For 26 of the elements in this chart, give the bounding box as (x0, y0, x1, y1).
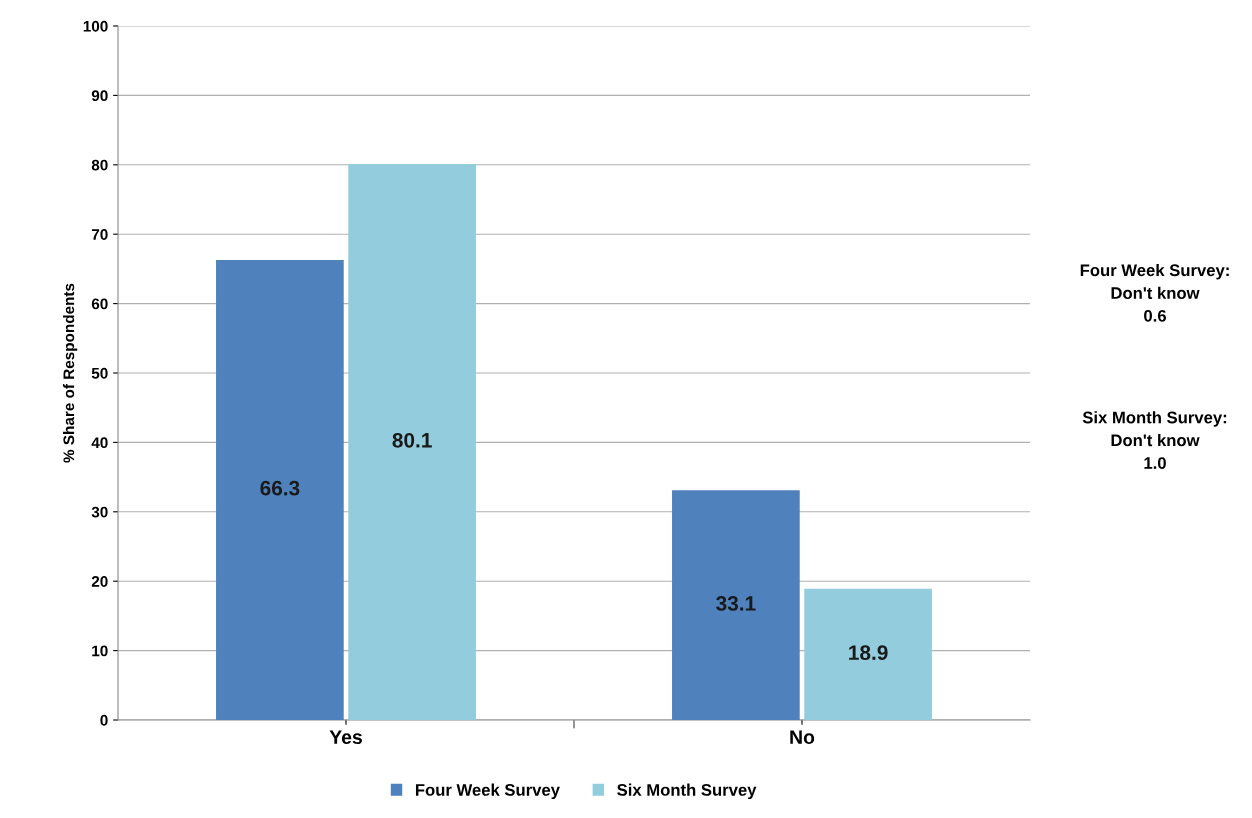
bar (216, 259, 344, 720)
y-tick-label: 50 (91, 367, 108, 379)
y-tick-label: 60 (91, 298, 108, 310)
legend-label: Four Week Survey (415, 783, 560, 800)
text: Four Week Survey: Don't know 0.6 (1080, 263, 1229, 322)
data-label: 66.3 (260, 480, 300, 496)
data-label: 18.9 (849, 645, 888, 661)
y-tick-label: 20 (91, 576, 108, 587)
y-axis-title: % Share of Respondents (62, 283, 78, 463)
data-label: 33.1 (716, 595, 756, 611)
data-label: 80.1 (392, 432, 432, 448)
bar (348, 164, 476, 720)
y-tick-label: 70 (91, 229, 108, 240)
text: Six Month Survey: Don't know 1.0 (1082, 411, 1227, 469)
y-tick-label: 90 (91, 90, 108, 102)
bar (672, 490, 800, 720)
x-tick-label: Yes (329, 730, 362, 744)
y-tick-label: 100 (83, 20, 108, 32)
y-tick-label: 10 (92, 645, 108, 657)
x-tick-label: No (790, 730, 815, 744)
y-tick-label: 30 (91, 506, 108, 518)
y-tick-label: 80 (91, 159, 108, 171)
legend-label: Six Month Survey (617, 783, 757, 800)
y-tick-label: 0 (100, 714, 108, 726)
bar (804, 588, 932, 720)
y-tick-label: 40 (91, 437, 108, 449)
